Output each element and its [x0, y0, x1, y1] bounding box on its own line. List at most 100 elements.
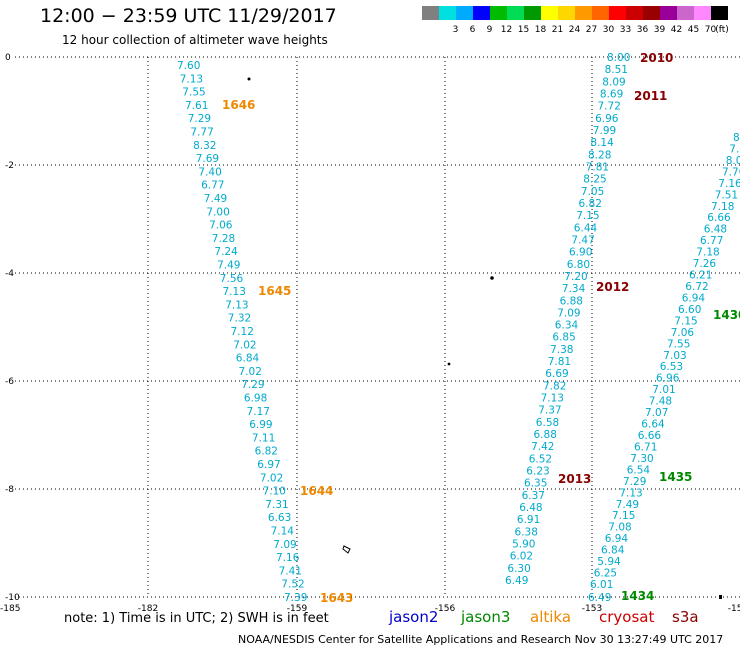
wave-height-value: 6.88 — [534, 429, 557, 441]
legend-label: 39 — [653, 25, 666, 35]
wave-height-value: 8.5 — [733, 132, 740, 144]
wave-height-value: 7.18 — [696, 247, 719, 259]
pass-time-label: 2013 — [558, 472, 591, 486]
legend-swatch — [439, 6, 456, 20]
wave-height-value: 7.29 — [623, 476, 646, 488]
wave-height-value: 7.02 — [233, 339, 256, 351]
legend-label: 24 — [568, 25, 581, 35]
time-labels: 1646 1645 1644 1643 2010 2011 2012 2013 1430 1435… — [222, 51, 740, 605]
wave-height-value: 7.08 — [608, 522, 631, 534]
wave-height-value: 6.01 — [590, 579, 613, 591]
wave-height-value: 7.60 — [177, 60, 200, 72]
wave-height-value: 6.48 — [519, 502, 542, 514]
lat-tick-label: -8 — [5, 485, 14, 495]
wave-height-value: 6.25 — [594, 568, 617, 580]
wave-height-value: 6.94 — [682, 293, 706, 305]
wave-height-value: 6.91 — [517, 514, 540, 526]
wave-height-value: 7.29 — [188, 113, 211, 125]
legend-swatch — [422, 6, 439, 20]
wave-height-value: 6.38 — [515, 526, 538, 538]
marker-dot — [490, 276, 494, 280]
wave-height-value: 7.37 — [538, 405, 561, 417]
wave-height-value: 7.13 — [619, 487, 642, 499]
wave-height-value: 6.66 — [638, 430, 662, 442]
wave-height-value: 6.80 — [567, 259, 590, 271]
wave-height-value: 7.13 — [541, 393, 564, 405]
wave-height-value: 6.21 — [689, 270, 712, 282]
wave-height-value: 7.06 — [209, 220, 233, 232]
pass-time-label: 1644 — [300, 484, 333, 498]
credit-line: NOAA/NESDIS Center for Satellite Applica… — [238, 633, 724, 646]
pass-time-label: 2012 — [596, 280, 629, 294]
wave-height-value: 7.17 — [247, 406, 270, 418]
wave-height-value: 7.55 — [182, 87, 205, 99]
satellite-label: jason3 — [461, 608, 511, 626]
wave-height-value: 7.15 — [674, 315, 697, 327]
map-markers — [247, 77, 722, 599]
legend-label: 9 — [486, 25, 493, 35]
legend-swatch — [541, 6, 558, 20]
wave-height-value: 7.14 — [271, 526, 295, 538]
legend-swatch — [592, 6, 609, 20]
wave-height-value: 7.15 — [612, 510, 635, 522]
chart-subtitle: 12 hour collection of altimeter wave hei… — [62, 33, 328, 47]
wave-height-value: 6.77 — [700, 235, 723, 247]
legend-swatch — [473, 6, 490, 20]
wave-height-value: 7.05 — [581, 186, 604, 198]
legend-swatch — [660, 6, 677, 20]
legend-label: 12 — [500, 25, 513, 35]
wave-height-value: 7.07 — [645, 407, 668, 419]
wave-height-value: 7.13 — [180, 73, 203, 85]
wave-height-value: 6.52 — [529, 453, 552, 465]
wave-height-value: 7.13 — [223, 286, 246, 298]
legend-label: 33 — [619, 25, 632, 35]
lon-tick-label: -159 — [287, 604, 308, 614]
lat-tick-label: -2 — [5, 161, 14, 171]
legend-label: 18 — [534, 25, 547, 35]
marker-dot — [247, 77, 251, 81]
wave-height-value: 6.77 — [201, 180, 224, 192]
wave-height-value: 6.30 — [507, 563, 530, 575]
wave-height-value: 6.94 — [605, 533, 629, 545]
wave-height-value: 6.84 — [601, 545, 625, 557]
wave-height-value: 6.98 — [244, 393, 267, 405]
wave-height-value: 8.14 — [590, 137, 614, 149]
wave-height-value: 7.18 — [711, 201, 734, 213]
wave-height-value: 6.64 — [641, 419, 665, 431]
legend-swatch — [694, 6, 711, 20]
wave-height-value: 8.25 — [583, 174, 606, 186]
wave-height-value: 7.28 — [212, 233, 235, 245]
lat-tick-label: 0 — [5, 53, 11, 63]
wave-height-value: 8.51 — [605, 64, 628, 76]
legend-label: 30 — [602, 25, 615, 35]
wave-height-value: 7.03 — [663, 350, 686, 362]
wave-height-value: 7.20 — [564, 271, 587, 283]
wave-height-value: 7.34 — [562, 283, 586, 295]
legend-swatch — [609, 6, 626, 20]
wave-height-value: 6.69 — [545, 368, 568, 380]
altimeter-tracks: 7.607.137.557.617.297.778.327.697.406.77… — [177, 52, 740, 604]
pass-time-label: 1643 — [320, 591, 353, 605]
legend-label: 15 — [517, 25, 530, 35]
wave-height-value: 7.77 — [190, 127, 213, 139]
wave-height-value: 7.26 — [693, 258, 717, 270]
wave-height-value: 7.82 — [543, 380, 566, 392]
wave-height-value: 7.16 — [276, 552, 300, 564]
wave-height-value: 7.52 — [281, 579, 304, 591]
legend-label: 45 — [687, 25, 700, 35]
wave-height-value: 7.51 — [715, 189, 738, 201]
legend-label: 21 — [551, 25, 564, 35]
wave-height-value: 7.02 — [239, 366, 262, 378]
wave-height-value: 6.84 — [236, 353, 260, 365]
legend-swatch — [524, 6, 541, 20]
lat-tick-label: -4 — [5, 269, 14, 279]
wave-height-value: 6.54 — [627, 464, 651, 476]
wave-height-value: 6.82 — [579, 198, 602, 210]
wave-height-value: 6.71 — [634, 442, 657, 454]
wave-height-value: 6.72 — [685, 281, 708, 293]
satellite-label: cryosat — [599, 608, 655, 626]
legend-swatch — [711, 6, 728, 20]
legend-swatch — [626, 6, 643, 20]
lon-tick-label: -182 — [138, 604, 158, 614]
